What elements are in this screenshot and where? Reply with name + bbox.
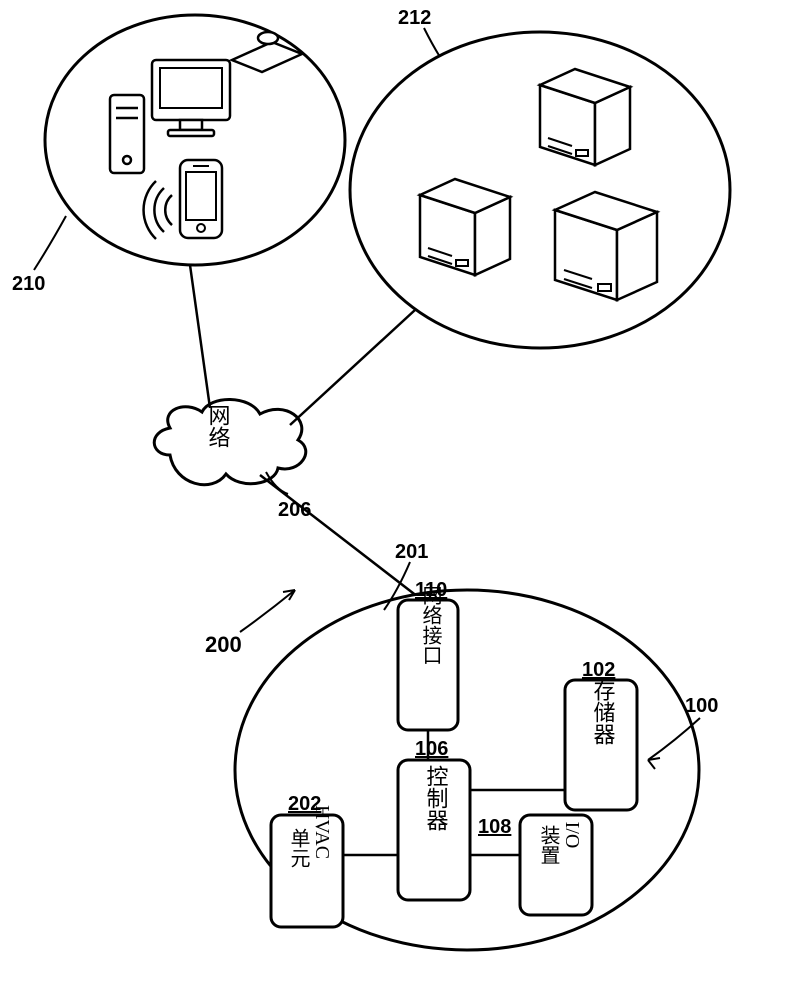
svg-text:装置: 装置 bbox=[537, 825, 560, 865]
ref-212: 212 bbox=[398, 7, 431, 29]
block-memory: 存储器 102 bbox=[565, 659, 637, 810]
leader-210 bbox=[34, 216, 66, 270]
ref-100: 100 bbox=[685, 695, 718, 717]
server-icon-1 bbox=[540, 69, 630, 165]
svg-text:单元: 单元 bbox=[287, 828, 310, 868]
diagram-root: 网络 206 201 100 HVAC 单元 202 控制器 106 网络接口 bbox=[0, 0, 789, 1000]
server-icon-2 bbox=[420, 179, 510, 275]
block-netif: 网络接口 110 bbox=[398, 579, 458, 730]
link-cloud-servers bbox=[290, 310, 415, 425]
leader-200 bbox=[240, 590, 295, 632]
link-cloud-devices bbox=[190, 265, 210, 408]
svg-text:106: 106 bbox=[415, 738, 448, 760]
network-cloud: 网络 206 bbox=[154, 399, 311, 521]
servers-ellipse bbox=[350, 32, 730, 348]
ref-201: 201 bbox=[395, 541, 428, 563]
svg-text:存储器: 存储器 bbox=[591, 679, 616, 745]
block-controller: 控制器 106 bbox=[398, 738, 470, 900]
cloud-label: 网络 bbox=[206, 404, 231, 448]
svg-text:202: 202 bbox=[288, 793, 321, 815]
ref-200: 200 bbox=[205, 632, 242, 657]
svg-text:108: 108 bbox=[478, 816, 511, 838]
server-icon-3 bbox=[555, 192, 657, 300]
link-cloud-building bbox=[260, 475, 422, 600]
svg-text:控制器: 控制器 bbox=[424, 765, 449, 831]
svg-text:102: 102 bbox=[582, 659, 615, 681]
svg-text:I/O: I/O bbox=[561, 822, 583, 849]
ref-210: 210 bbox=[12, 273, 45, 295]
leader-212 bbox=[424, 28, 440, 57]
svg-text:110: 110 bbox=[415, 579, 447, 601]
